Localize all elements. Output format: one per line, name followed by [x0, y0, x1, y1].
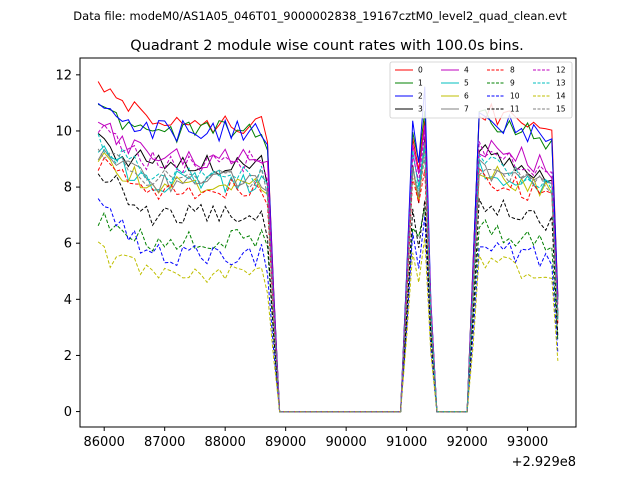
axes-frame: [79, 57, 577, 428]
legend-label-1: 1: [418, 79, 423, 88]
legend-label-9: 9: [510, 79, 515, 88]
legend-label-5: 5: [464, 79, 469, 88]
data-file-label: Data file: modeM0/AS1A05_046T01_90000028…: [73, 9, 567, 23]
series-line-12: [97, 124, 559, 413]
legend-label-2: 2: [418, 92, 423, 101]
legend-label-11: 11: [510, 105, 520, 114]
y-tick-label: 6: [64, 237, 72, 252]
x-tick-label: 91000: [386, 435, 427, 450]
legend-label-3: 3: [418, 105, 423, 114]
legend-label-0: 0: [418, 66, 423, 75]
legend-label-15: 15: [556, 105, 566, 114]
legend-label-7: 7: [464, 105, 469, 114]
x-tick-label: 89000: [265, 435, 306, 450]
series-line-8: [97, 156, 559, 413]
legend-label-8: 8: [510, 66, 515, 75]
y-axis: 0 2 4 6 8 10 12: [55, 68, 80, 420]
chart-title: Quadrant 2 module wise count rates with …: [130, 38, 524, 54]
series-line-9: [97, 207, 559, 413]
x-tick-label: 92000: [446, 435, 487, 450]
legend-label-13: 13: [556, 79, 566, 88]
x-axis: 86000 87000 88000 89000 90000 91000 92000 93000: [84, 427, 548, 450]
series-line-14: [97, 237, 559, 413]
legend-label-12: 12: [556, 66, 566, 75]
x-axis-offset: +2.929e8: [512, 455, 576, 470]
legend-label-14: 14: [556, 92, 566, 101]
y-tick-label: 2: [64, 349, 72, 364]
plot-lines: [97, 81, 559, 413]
x-tick-label: 93000: [507, 435, 548, 450]
x-tick-label: 87000: [144, 435, 185, 450]
y-tick-label: 10: [55, 124, 72, 139]
series-line-15: [97, 148, 559, 413]
series-line-0: [97, 81, 559, 413]
series-line-13: [97, 133, 559, 413]
series-line-7: [97, 143, 559, 413]
y-tick-label: 0: [64, 405, 72, 420]
legend-label-6: 6: [464, 92, 469, 101]
x-tick-label: 88000: [204, 435, 245, 450]
series-line-10: [97, 198, 559, 413]
x-tick-label: 90000: [325, 435, 366, 450]
series-line-6: [97, 145, 559, 413]
y-tick-label: 8: [64, 181, 72, 196]
y-tick-label: 12: [55, 68, 72, 83]
legend-label-10: 10: [510, 92, 520, 101]
legend-box: [389, 61, 573, 119]
series-line-2: [97, 86, 559, 413]
y-tick-label: 4: [64, 293, 72, 308]
legend-label-4: 4: [464, 66, 469, 75]
x-tick-label: 86000: [84, 435, 125, 450]
series-line-11: [97, 173, 559, 413]
